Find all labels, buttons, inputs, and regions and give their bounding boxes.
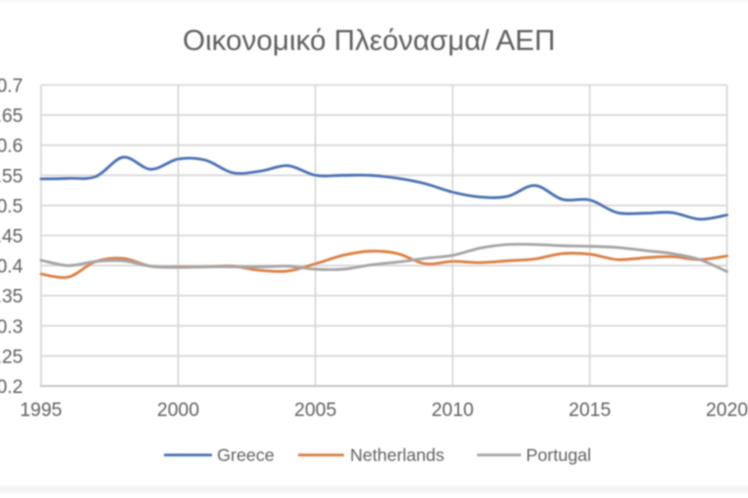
svg-text:Portugal: Portugal — [526, 445, 591, 465]
svg-text:2015: 2015 — [569, 400, 611, 421]
svg-text:0.6: 0.6 — [0, 136, 23, 157]
svg-text:2000: 2000 — [157, 400, 199, 421]
svg-text:1995: 1995 — [20, 400, 62, 421]
svg-text:0.2: 0.2 — [0, 377, 23, 398]
svg-text:Netherlands: Netherlands — [350, 445, 445, 465]
svg-text:0.4: 0.4 — [0, 257, 23, 278]
svg-text:0.25: 0.25 — [0, 347, 23, 368]
svg-text:2010: 2010 — [431, 400, 473, 421]
svg-text:Greece: Greece — [217, 445, 274, 465]
svg-text:2020: 2020 — [706, 400, 748, 421]
svg-text:0.35: 0.35 — [0, 287, 23, 308]
svg-text:0.3: 0.3 — [0, 317, 23, 338]
svg-text:0.5: 0.5 — [0, 196, 23, 217]
svg-text:0.55: 0.55 — [0, 166, 23, 187]
svg-text:2005: 2005 — [294, 400, 336, 421]
svg-text:0.7: 0.7 — [0, 76, 23, 97]
svg-text:Οικονομικό Πλεόνασμα/ ΑΕΠ: Οικονομικό Πλεόνασμα/ ΑΕΠ — [183, 25, 556, 57]
svg-text:0.65: 0.65 — [0, 106, 23, 127]
svg-text:0.45: 0.45 — [0, 227, 23, 248]
